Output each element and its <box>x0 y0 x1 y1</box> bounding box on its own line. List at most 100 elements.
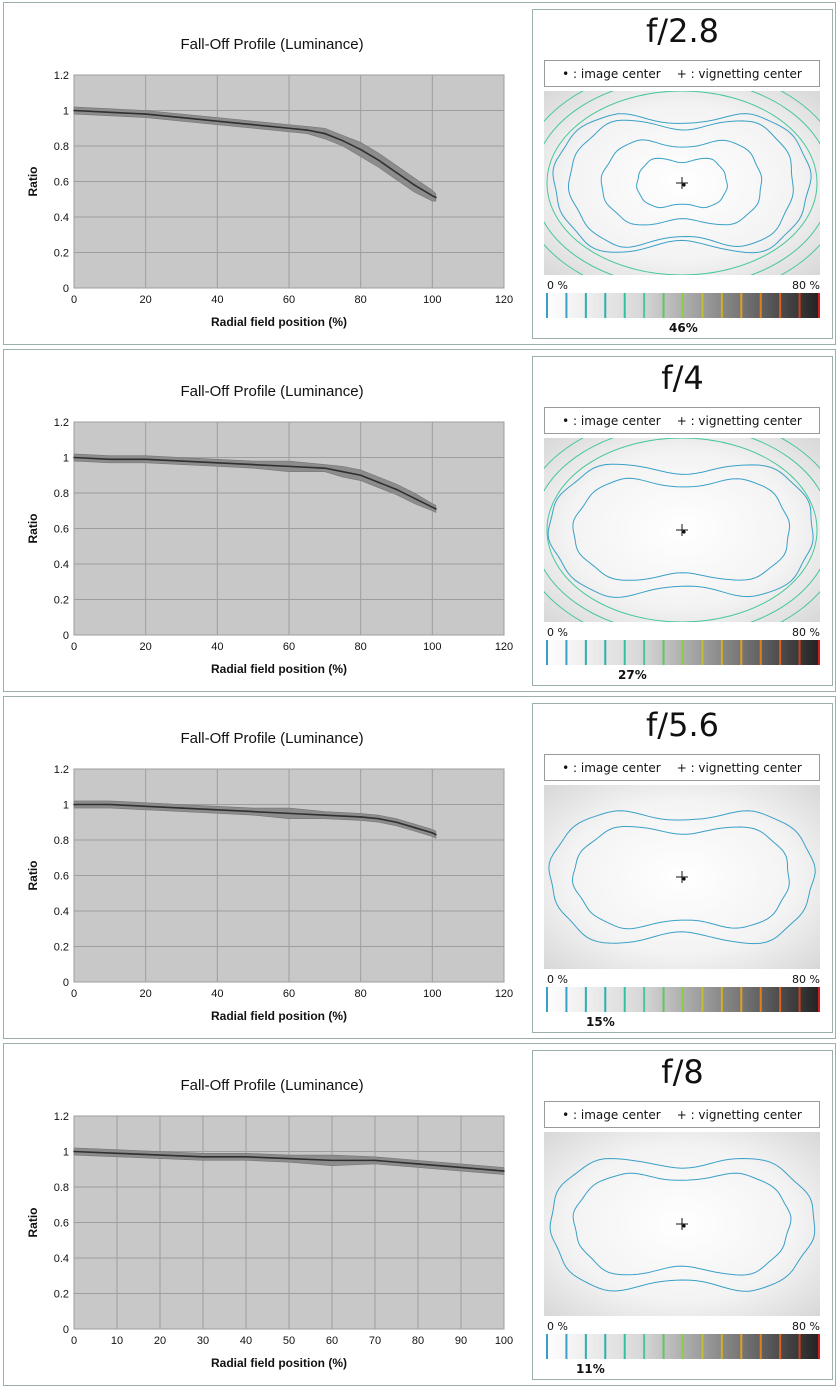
falloff-point <box>435 196 437 199</box>
panel-f5-6: Fall-Off Profile (Luminance) 0 0.2 0.4 0.6 0.… <box>3 696 836 1039</box>
y-tick-label: 0.4 <box>54 1253 69 1265</box>
falloff-point <box>324 467 326 469</box>
aperture-label: f/8 <box>661 1053 704 1091</box>
falloff-point <box>374 1159 376 1162</box>
x-tick-label: 60 <box>283 294 295 306</box>
panel-f8: Fall-Off Profile (Luminance) 0 0.2 0.4 0.6 0.… <box>3 1043 836 1386</box>
scale-max-label: 80 % <box>792 626 820 639</box>
x-tick-label: 100 <box>423 641 441 653</box>
falloff-point <box>252 123 254 126</box>
x-tick-label: 40 <box>211 988 223 1000</box>
x-axis-label: Radial field position (%) <box>211 315 347 329</box>
falloff-point <box>144 113 147 115</box>
falloff-point <box>341 470 344 473</box>
falloff-point <box>431 506 434 508</box>
x-tick-label: 100 <box>423 294 441 306</box>
falloff-point <box>503 1170 505 1172</box>
vignetting-contour <box>567 119 794 248</box>
y-tick-label: 1 <box>63 453 69 465</box>
falloff-point <box>331 1159 333 1162</box>
y-tick-label: 0.6 <box>54 177 69 189</box>
falloff-chart: Fall-Off Profile (Luminance) 0 0.2 0.4 0.6 0.… <box>26 730 513 1023</box>
y-tick-label: 0 <box>63 977 69 989</box>
vignetting-contour-map <box>544 1132 820 1316</box>
vignetting-center-legend: + : vignetting center <box>676 760 802 775</box>
vignetting-contour-map <box>544 91 820 275</box>
falloff-point <box>180 807 183 809</box>
y-tick-label: 0.8 <box>54 141 69 153</box>
vignetting-percent: 27% <box>618 668 647 682</box>
scale-min-label: 0 % <box>547 1320 568 1333</box>
x-tick-label: 0 <box>71 641 77 653</box>
x-tick-label: 0 <box>71 294 77 306</box>
y-tick-label: 1 <box>63 106 69 118</box>
image-center-legend: • : image center <box>562 760 661 775</box>
x-tick-label: 120 <box>495 988 513 1000</box>
falloff-point <box>460 1166 462 1169</box>
image-center-marker <box>682 877 686 881</box>
falloff-point <box>109 458 111 461</box>
x-tick-label: 80 <box>355 641 367 653</box>
chart-title: Fall-Off Profile (Luminance) <box>180 1077 363 1094</box>
falloff-color-scale <box>544 1334 820 1359</box>
falloff-point <box>431 194 434 197</box>
falloff-point <box>288 1157 290 1160</box>
x-tick-label: 100 <box>423 988 441 1000</box>
center-legend: • : image center + : vignetting center <box>544 754 820 781</box>
y-tick-label: 1.2 <box>54 70 69 82</box>
y-tick-label: 0 <box>63 630 69 642</box>
center-legend: • : image center + : vignetting center <box>544 1101 820 1128</box>
chart-title: Fall-Off Profile (Luminance) <box>180 383 363 400</box>
x-tick-label: 70 <box>369 1335 381 1347</box>
vignetting-percent: 46% <box>669 321 698 335</box>
falloff-band <box>73 1147 505 1175</box>
falloff-point <box>359 148 362 151</box>
falloff-point <box>73 456 75 459</box>
vignetting-contour <box>600 139 763 226</box>
y-axis-label: Ratio <box>26 167 40 197</box>
falloff-chart: Fall-Off Profile (Luminance) 0 0.2 0.4 0.6 0.… <box>26 1077 513 1370</box>
vignetting-contour-map <box>544 438 820 622</box>
vignetting-map-panel: f/8 • : image center + : vignetting cent… <box>532 1050 833 1380</box>
scale-min-label: 0 % <box>547 973 568 986</box>
falloff-color-scale <box>544 987 820 1012</box>
falloff-point <box>395 821 398 824</box>
chart-title: Fall-Off Profile (Luminance) <box>180 36 363 53</box>
falloff-band <box>73 106 437 202</box>
x-tick-label: 20 <box>140 294 152 306</box>
falloff-point <box>144 805 147 808</box>
falloff-point <box>413 826 416 829</box>
falloff-point <box>359 474 362 477</box>
outer-contour <box>546 438 818 622</box>
falloff-point <box>341 139 344 142</box>
aperture-label: f/5.6 <box>646 706 719 744</box>
y-tick-label: 1.2 <box>54 764 69 776</box>
x-axis-label: Radial field position (%) <box>211 1009 347 1023</box>
center-legend: • : image center + : vignetting center <box>544 60 820 87</box>
falloff-point <box>252 463 254 466</box>
falloff-point <box>288 812 290 815</box>
vignetting-contour <box>552 113 812 254</box>
x-tick-label: 60 <box>283 641 295 653</box>
falloff-point <box>359 816 362 818</box>
x-tick-label: 120 <box>495 641 513 653</box>
vignetting-contour <box>571 826 790 930</box>
x-axis-label: Radial field position (%) <box>211 1356 347 1370</box>
vignetting-contour <box>547 463 814 598</box>
x-tick-label: 20 <box>154 1335 166 1347</box>
y-tick-label: 0.6 <box>54 524 69 536</box>
x-tick-label: 10 <box>111 1335 123 1347</box>
scale-max-label: 80 % <box>792 1320 820 1333</box>
image-center-marker <box>682 1224 686 1228</box>
x-tick-label: 40 <box>240 1335 252 1347</box>
vignetting-map-panel: f/4 • : image center + : vignetting cent… <box>532 356 833 686</box>
x-tick-label: 60 <box>283 988 295 1000</box>
falloff-point <box>431 832 434 834</box>
falloff-band <box>73 800 437 839</box>
x-tick-label: 50 <box>283 1335 295 1347</box>
vignetting-center-legend: + : vignetting center <box>676 413 802 428</box>
aperture-label: f/2.8 <box>646 12 719 50</box>
vignetting-contour <box>636 157 728 209</box>
vignetting-map-panel: f/5.6 • : image center + : vignetting ce… <box>532 703 833 1033</box>
x-tick-label: 120 <box>495 294 513 306</box>
